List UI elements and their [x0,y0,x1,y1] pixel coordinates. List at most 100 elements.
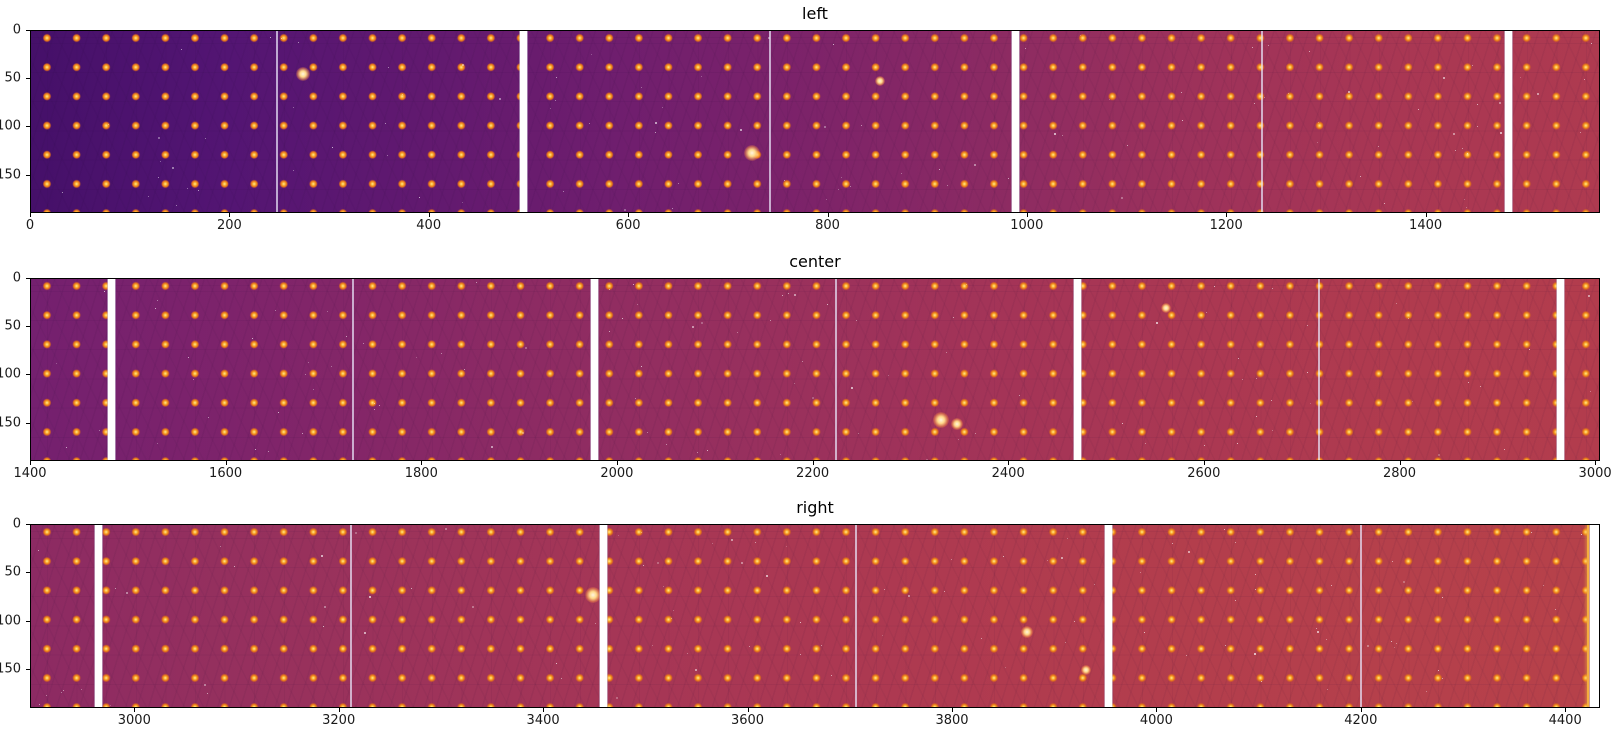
x-tick-label: 600 [615,218,641,233]
noise-speckle [1383,203,1385,205]
noise-speckle [887,374,889,376]
detector-gap-thin [835,279,838,460]
noise-speckle [385,123,386,125]
noise-speckle [1471,64,1473,66]
noise-speckle [1120,197,1123,200]
noise-speckle [800,653,802,655]
noise-speckle [1467,382,1469,384]
noise-speckle [850,186,852,188]
noise-speckle [1315,628,1317,630]
noise-speckle [555,663,557,665]
y-tick-label: 150 [0,415,21,430]
noise-speckle [1543,584,1545,586]
noise-speckle [981,637,983,639]
noise-speckle [1519,76,1521,78]
noise-speckle [550,107,552,109]
subplot-left-image [30,30,1600,213]
x-tick-label: 1400 [13,466,47,481]
noise-speckle [965,284,967,286]
noise-speckle [712,542,714,544]
x-tick-mark [1565,708,1567,712]
noise-speckle [280,38,282,40]
noise-speckle [802,361,804,363]
noise-speckle [219,546,221,548]
noise-speckle [1079,35,1081,37]
noise-speckle [881,635,883,637]
noise-speckle [1251,46,1253,48]
noise-speckle [157,443,159,445]
noise-speckle [157,299,159,301]
noise-speckle [1188,551,1191,553]
noise-speckle [158,176,160,178]
x-tick-mark [812,461,814,465]
noise-speckle [1464,198,1466,200]
detector-gap-thick [95,525,102,707]
noise-speckle [1143,632,1145,633]
noise-speckle [1417,108,1419,110]
noise-speckle [255,449,257,451]
y-tick-label: 0 [12,516,21,532]
noise-speckle [1121,422,1123,424]
bright-spot [951,417,964,430]
y-tick-label: 100 [0,366,21,382]
noise-speckle [1126,144,1128,146]
noise-speckle [731,538,734,541]
noise-speckle [1234,600,1236,602]
bright-spot [743,145,760,162]
noise-speckle [180,49,182,51]
noise-speckle [608,330,610,332]
noise-speckle [1094,584,1096,586]
noise-speckle [1426,690,1427,692]
noise-speckle [323,626,325,628]
noise-speckle [755,542,757,544]
noise-speckle [563,190,564,192]
noise-speckle [825,199,827,201]
noise-speckle [820,644,822,646]
noise-speckle [472,605,475,608]
detector-gap-thick [1104,525,1112,707]
noise-speckle [1499,102,1502,105]
noise-speckle [643,564,645,566]
noise-speckle [1253,652,1256,655]
noise-speckle [1588,295,1591,297]
subplot-right-image [30,524,1600,708]
noise-speckle [741,562,744,564]
y-tick-mark [26,278,30,279]
noise-speckle [925,458,928,460]
noise-speckle [1455,149,1457,151]
noise-speckle [402,93,404,95]
subplot-left: left 0 200 400 600 800 1000 1200 1400 0 50 100 150 [0,4,1600,233]
noise-speckle [1441,597,1443,599]
x-tick-label: 3000 [1578,466,1612,481]
noise-speckle [1395,643,1397,645]
subplot-right-title: right [796,498,834,517]
x-tick-label: 2400 [991,466,1025,481]
x-tick-label: 2200 [796,466,830,481]
y-tick-label: 150 [0,167,21,182]
noise-speckle [1272,287,1274,289]
noise-speckle [855,320,857,322]
x-tick-mark [428,213,430,217]
x-tick-label: 1600 [209,466,243,481]
noise-speckle [204,138,206,140]
noise-speckle [678,183,680,185]
noise-speckle [640,532,642,534]
y-tick-mark [26,126,30,128]
noise-speckle [313,389,315,390]
noise-speckle [374,403,376,405]
y-tick-label: 150 [0,661,21,677]
noise-speckle [1074,620,1076,622]
noise-speckle [270,36,272,38]
x-tick-label: 1800 [404,466,438,481]
x-tick-label: 3400 [526,713,560,728]
noise-speckle [251,338,253,340]
y-tick-label: 0 [12,22,21,38]
detector-gap-thin [1318,279,1321,460]
noise-speckle [1256,416,1258,418]
subplot-right-x-axis: 3000 3200 3400 3600 3800 4000 4200 4400 [30,708,1600,734]
y-tick-label: 50 [4,70,21,86]
x-tick-mark [747,708,749,712]
subplot-right: right 3000 3200 3400 3600 3800 4000 4200 4400 0… [0,498,1600,728]
noise-speckle [655,132,657,134]
noise-speckle [1476,125,1478,127]
